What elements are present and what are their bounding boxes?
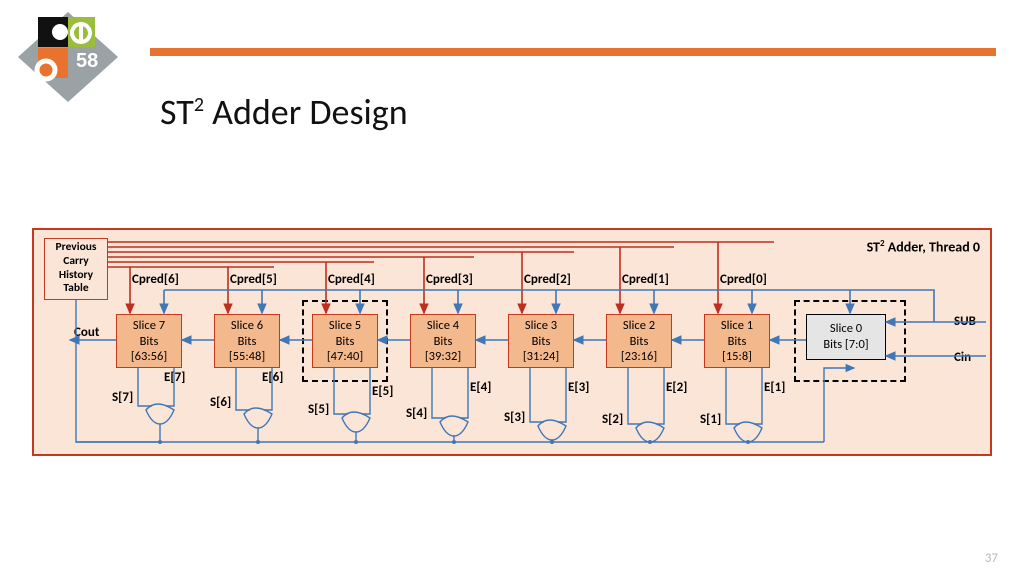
wires: [34, 230, 990, 454]
page-number: 37: [985, 551, 998, 566]
adder-diagram: ST2 Adder, Thread 0 Previous Carry Histo…: [32, 228, 992, 456]
svg-text:58: 58: [76, 50, 98, 72]
slide-title: ST2 Adder Design: [160, 90, 408, 134]
title-post: Adder Design: [204, 90, 408, 134]
header-rule: [150, 48, 996, 56]
title-pre: ST: [160, 90, 194, 134]
conference-logo: 58: [18, 12, 118, 102]
title-sup: 2: [194, 93, 204, 117]
